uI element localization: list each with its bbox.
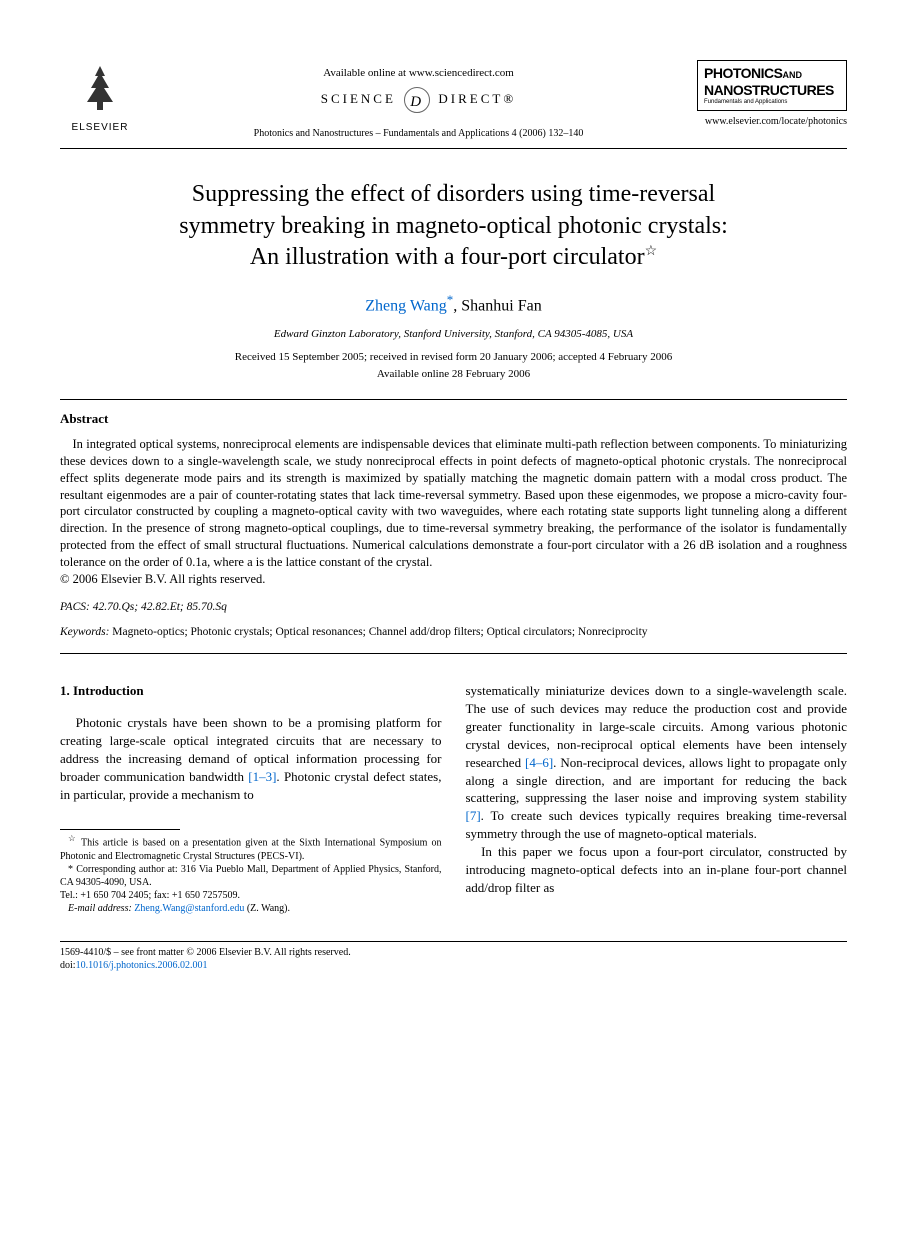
header-rule [60, 148, 847, 149]
page: ELSEVIER Available online at www.science… [0, 0, 907, 1012]
email-who: (Z. Wang). [244, 903, 290, 914]
intro-para-1: Photonic crystals have been shown to be … [60, 714, 442, 804]
ref-link-7[interactable]: [7] [466, 808, 481, 823]
authors: Zheng Wang*, Shanhui Fan [60, 291, 847, 317]
title-line1: Suppressing the effect of disorders usin… [192, 181, 715, 207]
intro-para-2: systematically miniaturize devices down … [466, 682, 848, 843]
sd-left: SCIENCE [321, 91, 396, 106]
journal-logo-box: PHOTONICSAND NANOSTRUCTURES Fundamentals… [697, 60, 847, 111]
pacs: PACS: 42.70.Qs; 42.82.Et; 85.70.Sq [60, 600, 847, 616]
abstract-text: In integrated optical systems, nonrecipr… [60, 436, 847, 571]
keywords-values: Magneto-optics; Photonic crystals; Optic… [109, 626, 647, 638]
journal-reference: Photonics and Nanostructures – Fundament… [140, 127, 697, 141]
footer-rule [60, 941, 847, 942]
left-column: 1. Introduction Photonic crystals have b… [60, 682, 442, 915]
available-online: Available online at www.sciencedirect.co… [140, 66, 697, 81]
pacs-label: PACS: [60, 601, 90, 613]
ref-link-1-3[interactable]: [1–3] [248, 769, 276, 784]
email-link[interactable]: Zheng.Wang@stanford.edu [134, 903, 244, 914]
title-line2: symmetry breaking in magneto-optical pho… [179, 213, 728, 239]
keywords-label: Keywords: [60, 626, 109, 638]
section-1-heading: 1. Introduction [60, 682, 442, 700]
journal-logo-tag: Fundamentals and Applications [704, 98, 840, 106]
sd-at-icon: d [404, 87, 430, 113]
journal-logo-line1: PHOTONICSAND [704, 65, 840, 83]
date-online: Available online 28 February 2006 [60, 367, 847, 382]
footnote-email: E-mail address: Zheng.Wang@stanford.edu … [60, 902, 442, 915]
title-line3: An illustration with a four-port circula… [250, 244, 645, 270]
footer-issn: 1569-4410/$ – see front matter © 2006 El… [60, 946, 847, 959]
footnote-article: ☆ This article is based on a presentatio… [60, 834, 442, 862]
sd-right: DIRECT® [438, 91, 516, 106]
author-link-1[interactable]: Zheng Wang [365, 297, 447, 314]
right-column: systematically miniaturize devices down … [466, 682, 848, 915]
header-row: ELSEVIER Available online at www.science… [60, 60, 847, 140]
footer-doi: doi:10.1016/j.photonics.2006.02.001 [60, 959, 847, 972]
body-columns: 1. Introduction Photonic crystals have b… [60, 682, 847, 915]
footnote-star-icon: ☆ [68, 834, 77, 843]
date-received: Received 15 September 2005; received in … [60, 350, 847, 365]
doi-link[interactable]: 10.1016/j.photonics.2006.02.001 [76, 960, 208, 971]
journal-url: www.elsevier.com/locate/photonics [697, 115, 847, 129]
doi-label: doi: [60, 960, 76, 971]
abstract-heading: Abstract [60, 410, 847, 428]
elsevier-text: ELSEVIER [60, 121, 140, 135]
journal-logo-line2: NANOSTRUCTURES [704, 83, 840, 97]
keywords: Keywords: Magneto-optics; Photonic cryst… [60, 625, 847, 641]
footnote-corresponding: * Corresponding author at: 316 Via Puebl… [60, 863, 442, 889]
elsevier-logo: ELSEVIER [60, 60, 140, 134]
abstract-rule-bottom [60, 653, 847, 654]
ref-link-4-6[interactable]: [4–6] [525, 755, 553, 770]
science-direct-logo: SCIENCE d DIRECT® [140, 87, 697, 113]
center-header: Available online at www.sciencedirect.co… [140, 60, 697, 140]
footnote-tel: Tel.: +1 650 704 2405; fax: +1 650 72575… [60, 889, 442, 902]
pacs-values: 42.70.Qs; 42.82.Et; 85.70.Sq [90, 601, 227, 613]
affiliation: Edward Ginzton Laboratory, Stanford Univ… [60, 327, 847, 342]
abstract-rule-top [60, 399, 847, 400]
intro-para-3: In this paper we focus upon a four-port … [466, 843, 848, 897]
title-footnote-star: ☆ [645, 244, 658, 259]
copyright: © 2006 Elsevier B.V. All rights reserved… [60, 571, 847, 588]
journal-logo-wrap: PHOTONICSAND NANOSTRUCTURES Fundamentals… [697, 60, 847, 128]
elsevier-tree-icon [73, 60, 127, 114]
article-title: Suppressing the effect of disorders usin… [90, 179, 817, 273]
email-label: E-mail address: [68, 903, 134, 914]
author-2: Shanhui Fan [461, 297, 541, 314]
footnote-rule [60, 829, 180, 830]
